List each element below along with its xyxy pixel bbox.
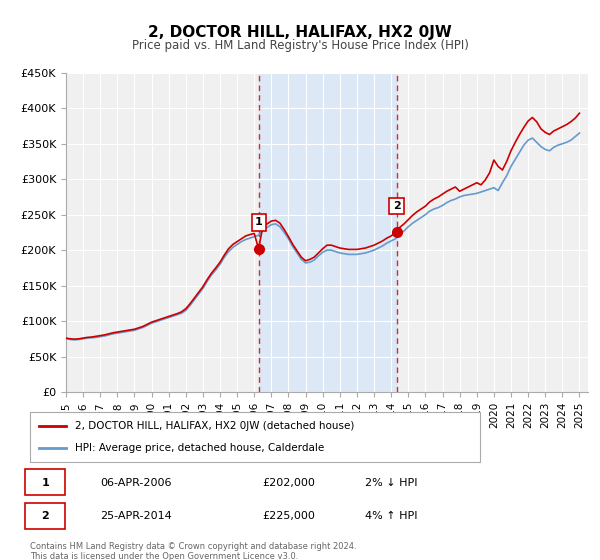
FancyBboxPatch shape [30,412,480,462]
Text: 06-APR-2006: 06-APR-2006 [100,478,172,488]
Text: 2: 2 [393,201,401,211]
Text: 2: 2 [41,511,49,521]
Text: 1: 1 [41,478,49,488]
Text: Price paid vs. HM Land Registry's House Price Index (HPI): Price paid vs. HM Land Registry's House … [131,39,469,52]
Text: £202,000: £202,000 [262,478,315,488]
Text: HPI: Average price, detached house, Calderdale: HPI: Average price, detached house, Cald… [75,443,324,453]
Text: Contains HM Land Registry data © Crown copyright and database right 2024.: Contains HM Land Registry data © Crown c… [30,542,356,551]
Bar [259,73,397,392]
FancyBboxPatch shape [25,503,65,529]
Text: 25-APR-2014: 25-APR-2014 [100,511,172,521]
Text: £225,000: £225,000 [262,511,315,521]
Text: 4% ↑ HPI: 4% ↑ HPI [365,511,418,521]
Text: 1: 1 [255,217,263,227]
Text: 2% ↓ HPI: 2% ↓ HPI [365,478,418,488]
FancyBboxPatch shape [25,469,65,495]
Text: 2, DOCTOR HILL, HALIFAX, HX2 0JW: 2, DOCTOR HILL, HALIFAX, HX2 0JW [148,25,452,40]
Text: 2, DOCTOR HILL, HALIFAX, HX2 0JW (detached house): 2, DOCTOR HILL, HALIFAX, HX2 0JW (detach… [75,421,355,431]
Text: This data is licensed under the Open Government Licence v3.0.: This data is licensed under the Open Gov… [30,552,298,560]
